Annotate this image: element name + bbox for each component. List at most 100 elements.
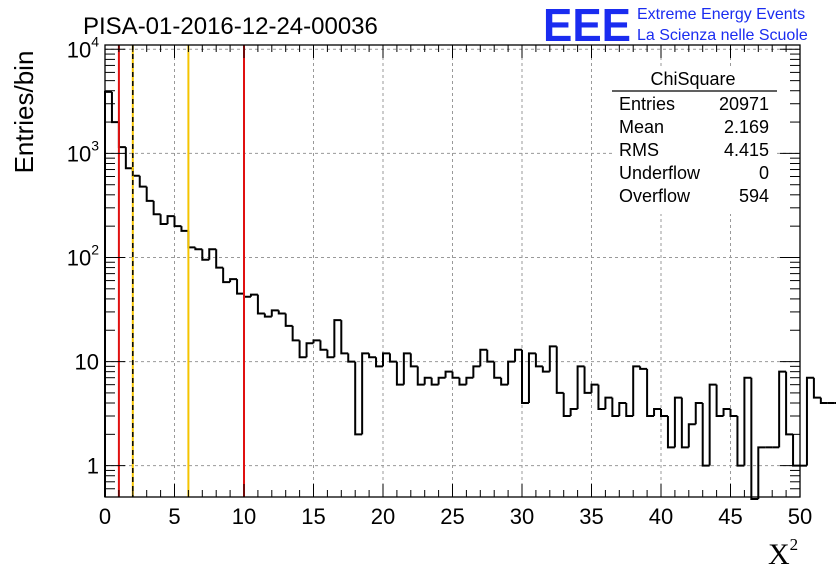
- histogram-bin: [187, 230, 196, 249]
- histogram-bin: [534, 353, 543, 368]
- histogram-bin: [430, 377, 439, 386]
- x-tick-label: 45: [718, 504, 742, 529]
- histogram-bin: [590, 383, 599, 393]
- histogram-bin: [284, 313, 293, 327]
- histogram-bin: [312, 339, 321, 344]
- x-axis-label-superscript: 2: [790, 535, 799, 554]
- histogram-bin: [639, 366, 648, 370]
- histogram-bin: [541, 366, 550, 373]
- histogram-bin: [222, 267, 231, 284]
- histogram-bin: [597, 384, 606, 411]
- stats-value: 4.415: [724, 140, 769, 160]
- stats-label: Underflow: [619, 163, 701, 183]
- histogram-bin: [722, 408, 731, 417]
- histogram-bin: [493, 361, 502, 379]
- histogram-bin: [416, 366, 425, 386]
- histogram-layer: [104, 90, 836, 500]
- logo-line-2: La Scienza nelle Scuole: [637, 27, 808, 44]
- histogram-bin: [395, 361, 404, 386]
- histogram-bin: [486, 349, 495, 363]
- histogram-bin: [736, 416, 745, 467]
- stats-label: Overflow: [619, 186, 691, 206]
- histogram-bin: [201, 249, 210, 261]
- stats-label: Mean: [619, 117, 664, 137]
- histogram-bin: [138, 175, 147, 188]
- histogram-bin: [291, 325, 300, 342]
- stats-label: Entries: [619, 94, 675, 114]
- histogram-bin: [792, 434, 800, 467]
- histogram-bin: [423, 376, 432, 385]
- histogram-bin: [375, 357, 383, 368]
- histogram-bin: [750, 377, 759, 500]
- histogram-bin: [319, 340, 328, 351]
- histogram-bin: [625, 402, 634, 418]
- histogram-bin: [660, 409, 668, 418]
- histogram-bin: [618, 401, 627, 417]
- eee-logo: EEE Extreme Energy Events La Scienza nel…: [543, 0, 808, 51]
- x-tick-label: 30: [510, 504, 534, 529]
- histogram-bin: [611, 397, 620, 418]
- histogram-bin: [507, 360, 516, 385]
- histogram-bin: [465, 376, 474, 385]
- histogram-bin: [347, 353, 356, 363]
- histogram-bin: [743, 376, 752, 466]
- x-axis-label-base: X: [768, 538, 790, 571]
- histogram-bin: [458, 377, 467, 386]
- axis-ticks: [104, 45, 801, 498]
- histogram-bin: [326, 349, 335, 359]
- histogram-bin: [368, 353, 377, 359]
- histogram-bin: [333, 319, 342, 358]
- histogram-bin: [208, 248, 217, 260]
- histogram-bin: [361, 352, 370, 435]
- histogram-bin: [236, 279, 244, 295]
- histogram-bin: [632, 365, 641, 417]
- histogram-bin: [159, 214, 168, 225]
- logo-line-1: Extreme Energy Events: [637, 6, 805, 23]
- histogram-bin: [298, 340, 307, 359]
- chart-title: PISA-01-2016-12-24-00036: [83, 13, 378, 40]
- histogram-bin: [576, 365, 585, 410]
- histogram-bin: [805, 376, 814, 466]
- histogram-bin: [402, 352, 411, 385]
- histogram-bin: [778, 370, 787, 448]
- stats-title: ChiSquare: [650, 69, 735, 89]
- x-tick-label: 5: [168, 504, 180, 529]
- histogram-bin: [277, 310, 286, 315]
- histogram-bin: [687, 423, 696, 448]
- y-axis-label: Entries/bin: [9, 51, 39, 174]
- histogram-bin: [263, 313, 272, 318]
- y-tick-label-exponent: 2: [91, 241, 99, 257]
- histogram-bin: [708, 383, 717, 466]
- histogram-bin: [194, 247, 203, 251]
- x-tick-labels: 0 5 10 15 20 25 30 35 40 45 50: [99, 504, 812, 529]
- x-tick-label: 0: [99, 504, 111, 529]
- stats-value: 0: [759, 163, 769, 183]
- cut-lines: [117, 45, 245, 497]
- histogram-bin: [117, 122, 126, 149]
- x-tick-label: 20: [371, 504, 395, 529]
- histogram-bin: [548, 345, 557, 372]
- stats-label: RMS: [619, 140, 659, 160]
- histogram-bin: [666, 416, 675, 449]
- histogram-bin: [409, 353, 418, 368]
- histogram-bin: [270, 309, 279, 317]
- histogram-bin: [382, 352, 390, 367]
- histogram-bin: [145, 186, 154, 202]
- x-tick-label: 15: [301, 504, 325, 529]
- histogram-bin: [180, 226, 189, 232]
- stats-rows: Entries 20971 Mean 2.169 RMS 4.415 Underflow 0 O…: [619, 94, 769, 206]
- histogram-bin: [340, 320, 349, 355]
- y-tick-label-base: 10: [67, 245, 91, 270]
- y-tick-label-exponent: 3: [91, 137, 99, 153]
- histogram-bin: [729, 409, 738, 418]
- histogram-bin: [131, 168, 140, 177]
- histogram-bin: [680, 397, 689, 449]
- histogram-bin: [124, 147, 133, 170]
- histogram-bin: [715, 384, 724, 418]
- eee-logo-mark: EEE: [543, 0, 631, 51]
- histogram-bin: [451, 371, 460, 379]
- histogram-bin: [256, 294, 265, 315]
- x-axis-label: X2: [768, 535, 798, 571]
- y-tick-label-base: 10: [67, 37, 91, 62]
